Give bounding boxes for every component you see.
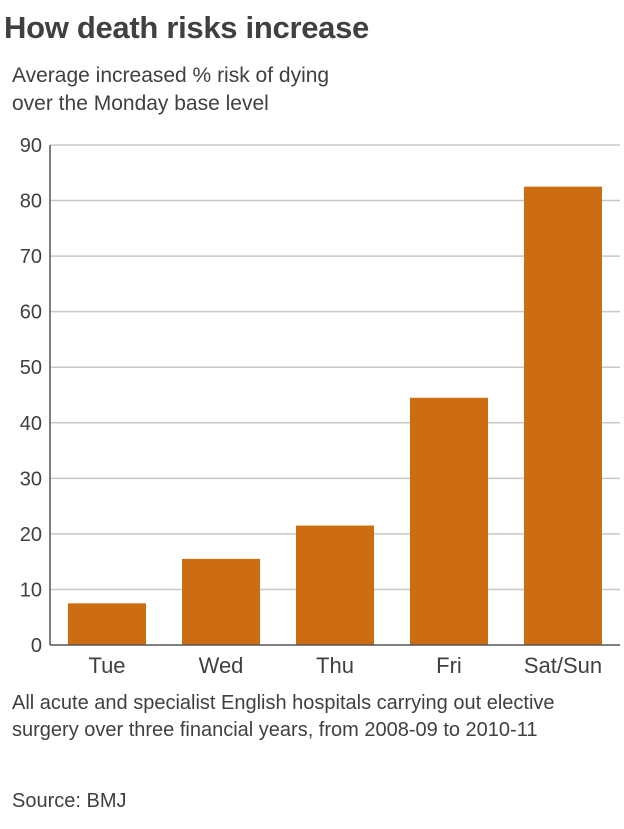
y-tick-label: 40 bbox=[20, 413, 42, 435]
chart-title: How death risks increase bbox=[4, 10, 369, 45]
bar-thu bbox=[296, 525, 374, 645]
chart-footnote: All acute and specialist English hospita… bbox=[12, 692, 555, 741]
x-tick-label: Tue bbox=[88, 653, 125, 678]
bar-sat-sun bbox=[524, 186, 602, 645]
y-tick-label: 80 bbox=[20, 191, 42, 213]
y-tick-label: 50 bbox=[20, 357, 42, 379]
bar-chart: 0 10 20 30 40 50 60 70 80 90 Tue Wed Thu Fri Sat/Sun bbox=[20, 135, 620, 678]
y-tick-label: 10 bbox=[20, 579, 42, 601]
chart-source: Source: BMJ bbox=[12, 790, 127, 812]
y-tick-label: 0 bbox=[31, 635, 42, 657]
bar-fri bbox=[410, 397, 488, 645]
x-tick-label: Fri bbox=[436, 653, 462, 678]
axes bbox=[49, 145, 620, 646]
x-tick-label: Sat/Sun bbox=[524, 653, 602, 678]
y-tick-label: 70 bbox=[20, 246, 42, 268]
x-tick-label: Wed bbox=[199, 653, 244, 678]
bars bbox=[68, 186, 602, 645]
gridlines bbox=[50, 144, 620, 591]
bar-tue bbox=[68, 603, 146, 645]
x-tick-label: Thu bbox=[316, 653, 354, 678]
y-tick-labels: 0 10 20 30 40 50 60 70 80 90 bbox=[20, 135, 42, 657]
chart-subtitle: Average increased % risk of dying over t… bbox=[12, 64, 330, 115]
y-tick-label: 20 bbox=[20, 524, 42, 546]
y-tick-label: 30 bbox=[20, 468, 42, 490]
bar-wed bbox=[182, 558, 260, 645]
x-tick-labels: Tue Wed Thu Fri Sat/Sun bbox=[88, 653, 602, 678]
y-tick-label: 60 bbox=[20, 302, 42, 324]
y-tick-label: 90 bbox=[20, 135, 42, 157]
